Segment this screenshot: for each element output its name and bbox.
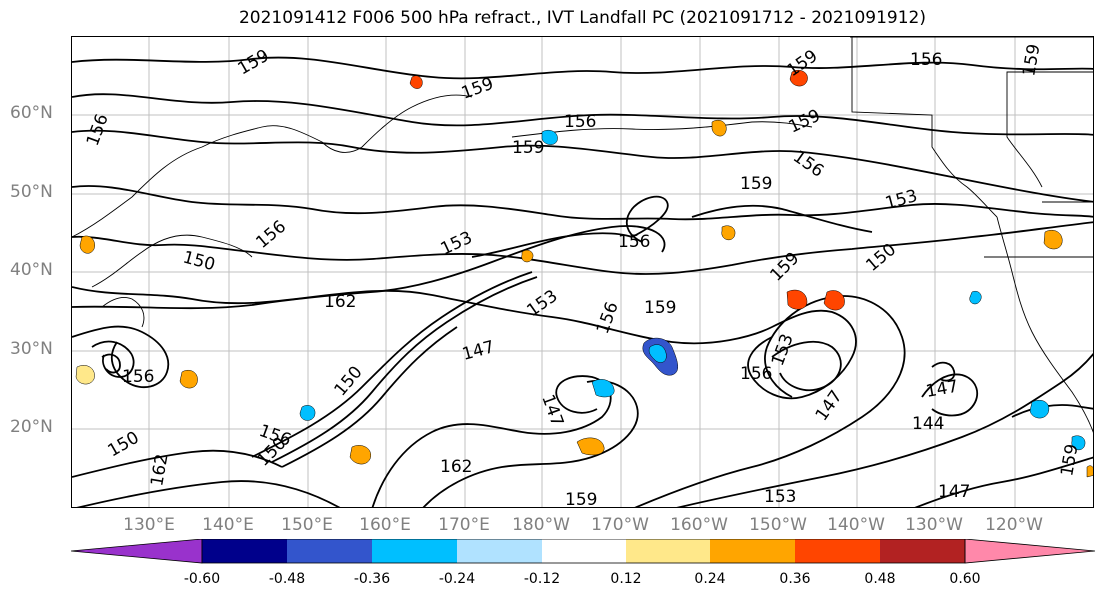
lon-label: 150°E [281,515,333,535]
lat-label: 20°N [10,417,53,437]
contour-label: 162 [324,292,356,312]
lat-label: 30°N [10,339,53,359]
map-panel: 159 156 159 156 156 159 159 159 159 156 … [71,36,1094,508]
colorbar-tick-label: 0.24 [694,571,726,587]
contour-label: 162 [147,452,172,487]
contour-label: 147 [938,482,970,502]
contour-label: 147 [812,387,847,425]
lon-label: 150°W [749,515,807,535]
colorbar-tick-label: 0.60 [949,571,981,587]
colorbar-swatch [372,539,457,563]
contour-label: 147 [924,377,959,402]
contour-label: 162 [440,457,472,477]
colorbar-swatch [710,539,795,563]
contour-label: 156 [564,112,596,132]
colorbar-extend-high [964,539,1096,564]
colorbar-tick-label: 0.36 [779,571,811,587]
contour-label: 159 [1019,42,1044,77]
lon-label: 130°E [123,515,175,535]
lat-label: 60°N [10,103,53,123]
contour-label: 156 [83,111,113,148]
colorbar-tick-label: -0.48 [268,571,306,587]
contour-label: 159 [644,298,676,318]
map-plot: 159 156 159 156 156 159 159 159 159 156 … [72,37,1093,508]
contour-label: 156 [618,232,650,252]
colorbar-swatch [542,539,626,563]
contour-label: 153 [883,186,920,214]
lat-label: 50°N [10,182,53,202]
lon-label: 160°E [359,515,411,535]
contour-label: 159 [235,46,273,80]
colorbar [71,539,1096,564]
contour-label: 156 [910,50,942,70]
lat-label: 40°N [10,260,53,280]
contour-label: 159 [512,138,544,158]
lon-label: 180°W [512,515,570,535]
colorbar-tick-label: 0.12 [610,571,642,587]
map-title: 2021091412 F006 500 hPa refract., IVT La… [238,8,926,28]
contour-label: 159 [786,106,824,138]
contour-label: 150 [105,428,143,462]
lon-label: 160°W [670,515,728,535]
contour-label: 153 [764,487,796,507]
lon-label: 120°W [985,515,1043,535]
colorbar-swatch [626,539,710,563]
colorbar-swatch [202,539,287,563]
lon-label: 170°W [591,515,649,535]
contour-label: 150 [181,248,218,276]
contour-label: 156 [740,364,772,384]
colorbar-tick-label: -0.24 [438,571,476,587]
colorbar-tick-label: 0.48 [864,571,896,587]
contour-label: 156 [252,217,290,253]
colorbar-tick-label: -0.60 [183,571,221,587]
colorbar-tick-label: -0.12 [523,571,561,587]
contour-label: 144 [912,414,944,434]
contour-label: 159 [1057,442,1082,477]
contour-label: 150 [331,362,367,400]
lon-label: 140°W [827,515,885,535]
contour-label: 156 [122,367,154,387]
contour-label: 159 [740,174,772,194]
colorbar-swatch [287,539,372,563]
colorbar-swatch [457,539,542,563]
colorbar-swatch [795,539,880,563]
lon-label: 170°E [438,515,490,535]
colorbar-extend-low [71,539,203,564]
colorbar-tick-label: -0.36 [353,571,391,587]
contour-label: 159 [565,490,597,508]
lon-label: 140°E [202,515,254,535]
colorbar-swatch [880,539,965,563]
contour-label: 147 [460,337,497,365]
lon-label: 130°W [905,515,963,535]
